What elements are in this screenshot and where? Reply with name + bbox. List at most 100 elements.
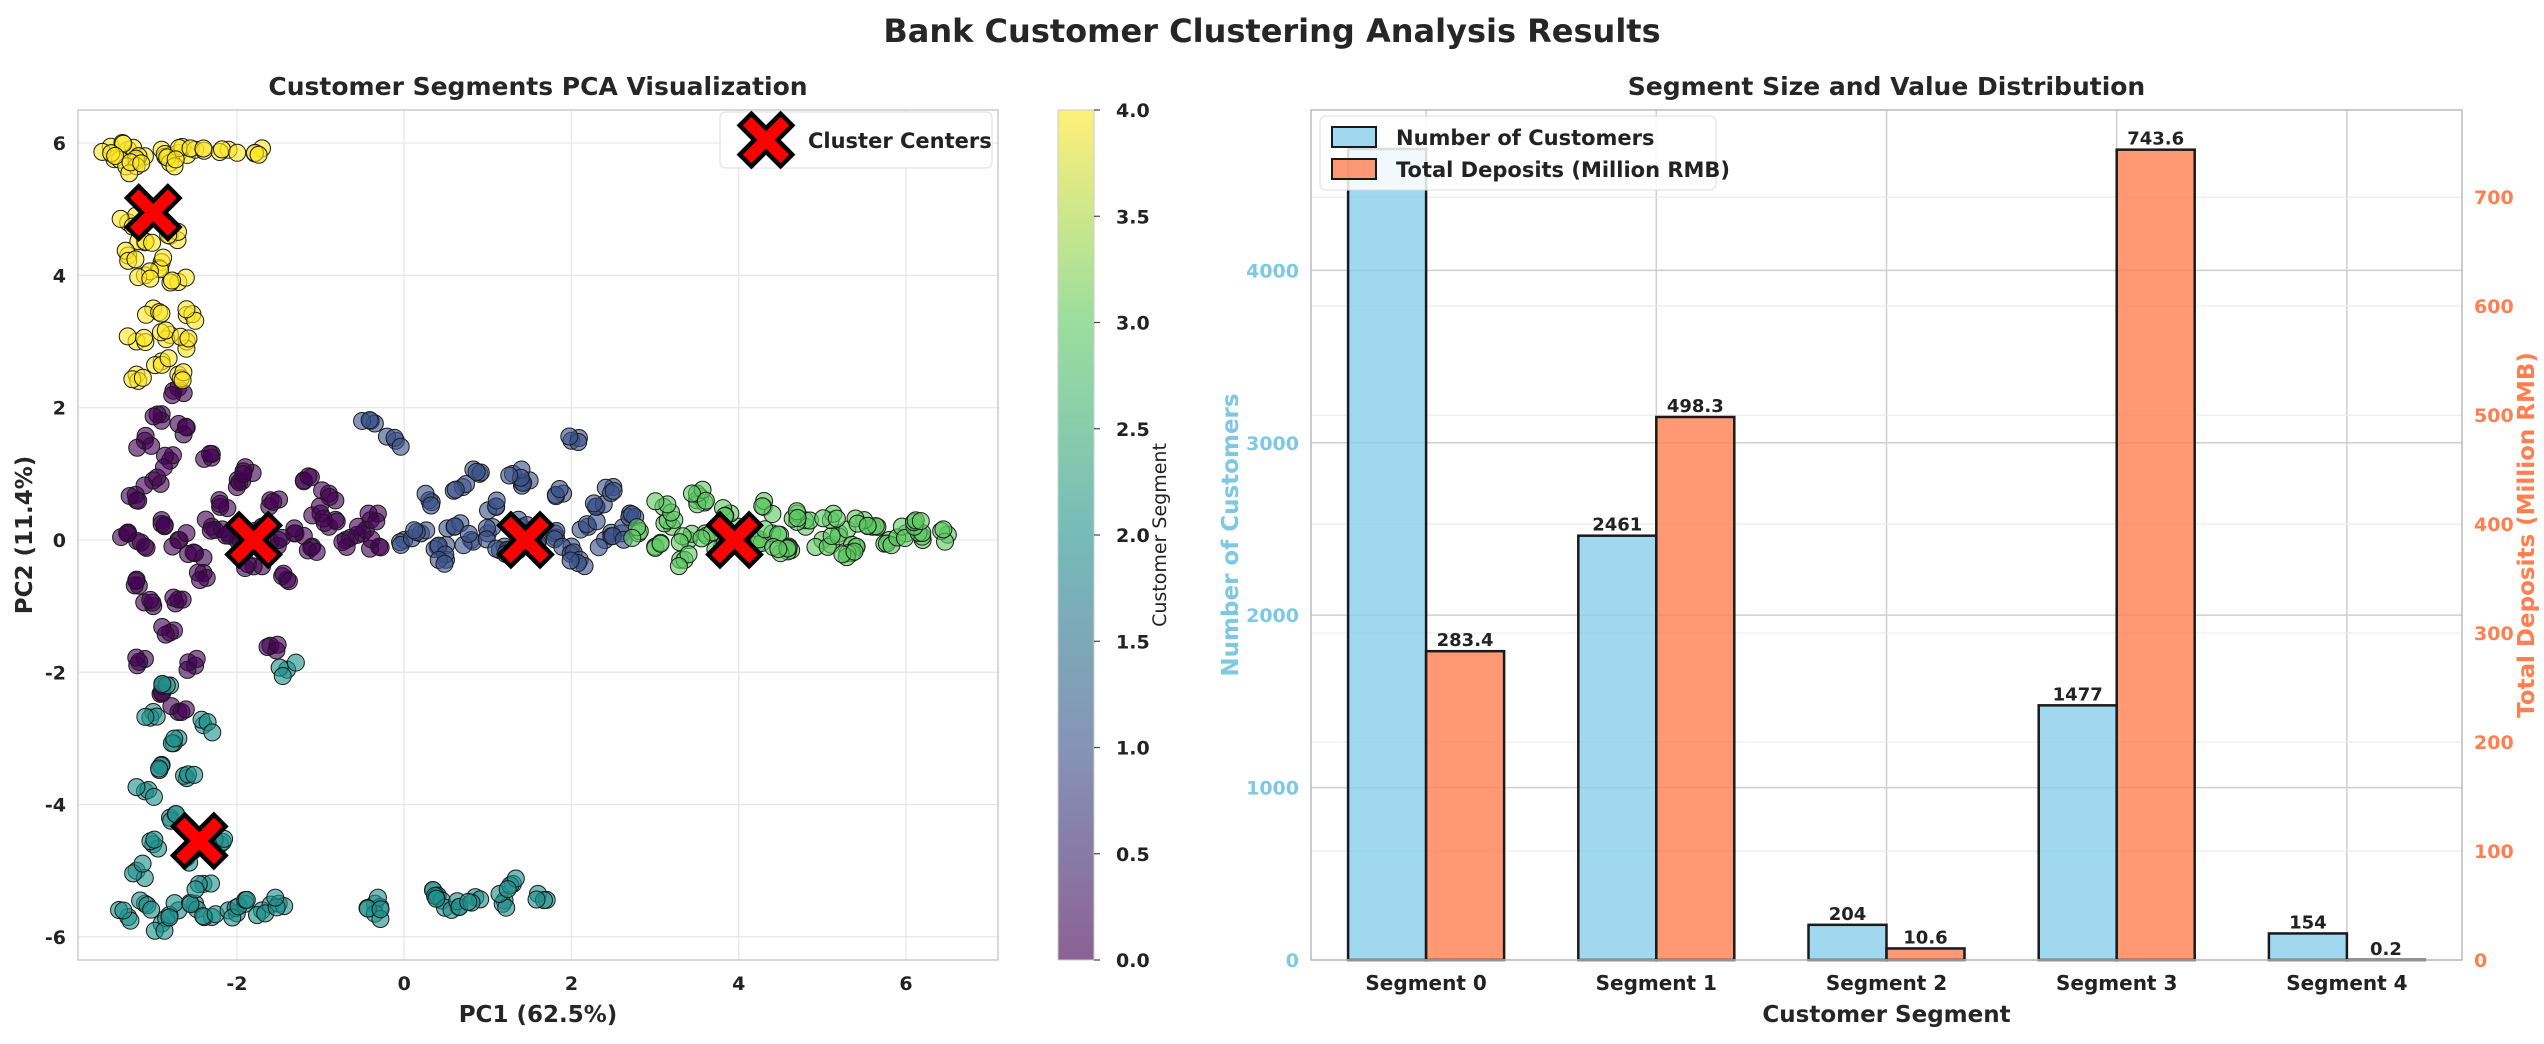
scatter-point	[500, 466, 519, 485]
scatter-point	[173, 371, 192, 390]
scatter-point	[445, 517, 464, 536]
scatter-point	[145, 830, 164, 849]
x-tick-label: 2	[565, 973, 578, 995]
bar-y-axis-label-right: Total Deposits (Million RMB)	[2514, 352, 2540, 718]
figure-title: Bank Customer Clustering Analysis Result…	[883, 12, 1661, 50]
scatter-point	[186, 880, 205, 899]
scatter-point	[679, 545, 698, 564]
scatter-point	[692, 529, 711, 548]
scatter-point	[646, 492, 665, 511]
scatter-point	[118, 327, 137, 346]
scatter-point	[187, 649, 206, 668]
bar-legend: Number of Customers Total Deposits (Milli…	[1319, 115, 1730, 191]
y-tick-label-right: 0	[2474, 950, 2487, 972]
scatter-point	[166, 150, 185, 169]
scatter-point	[237, 890, 256, 909]
scatter-point	[120, 487, 139, 506]
scatter-point	[769, 540, 788, 559]
scatter-point	[527, 890, 546, 909]
scatter-point	[127, 571, 146, 590]
scatter-point	[127, 648, 146, 667]
scatter-title: Customer Segments PCA Visualization	[268, 72, 807, 101]
bar-customers-4	[2267, 932, 2349, 962]
cluster-center-marker	[169, 811, 229, 871]
y-tick-label: 6	[53, 133, 66, 155]
bar-label-deposits: 498.3	[1667, 396, 1724, 417]
y-tick-label-left: 3000	[1246, 433, 1299, 455]
legend-label-cluster-centers: Cluster Centers	[808, 129, 992, 153]
scatter-point	[371, 900, 390, 919]
scatter-point	[228, 143, 247, 162]
scatter-point	[211, 494, 230, 513]
bar-deposits-2	[1885, 947, 1966, 962]
scatter-point	[427, 889, 446, 908]
scatter-point	[135, 328, 154, 347]
cluster-center-fill	[742, 116, 790, 164]
scatter-point	[307, 542, 326, 561]
scatter-point	[141, 269, 160, 288]
scatter-frame	[77, 109, 999, 961]
x-tick-label: -2	[226, 973, 247, 995]
scatter-point	[934, 520, 953, 539]
bar-title: Segment Size and Value Distribution	[1628, 72, 2145, 101]
x-tick-label: 6	[899, 973, 912, 995]
scatter-point	[604, 481, 623, 500]
pca-scatter-chart: -2 0 2 4 6 -6 -4 -2 0 2 4 6 Customer Segments PCA Vi…	[12, 72, 999, 1028]
bar-frame	[1310, 109, 2463, 961]
scatter-point	[153, 674, 172, 693]
scatter-point	[249, 145, 268, 164]
bar-label-customers: 154	[2289, 912, 2327, 933]
colorbar-tick-label: 0.5	[1116, 844, 1150, 866]
cluster-center-fill	[230, 516, 277, 564]
scatter-point	[177, 524, 196, 543]
scatter-point	[154, 458, 173, 477]
legend-swatch-deposits	[1331, 158, 1377, 180]
scatter-point	[133, 854, 152, 873]
scatter-point	[177, 300, 196, 319]
cluster-center-fill	[502, 516, 549, 564]
legend-swatch-customers	[1331, 126, 1377, 148]
scatter-point	[143, 233, 162, 252]
scatter-series-segment-2	[110, 653, 556, 940]
scatter-point	[141, 590, 160, 609]
colorbar-tick-label: 1.5	[1116, 631, 1150, 653]
bar-label-customers: 2461	[1592, 515, 1642, 536]
scatter-point	[651, 534, 670, 553]
scatter-point	[163, 271, 182, 290]
colorbar-tick-label: 2.0	[1116, 525, 1150, 547]
scatter-point	[127, 778, 146, 797]
scatter-point	[201, 444, 220, 463]
scatter-point	[155, 516, 174, 535]
y-tick-label: 4	[53, 265, 66, 287]
scatter-point	[176, 700, 195, 719]
scatter-point	[279, 572, 298, 591]
legend-label-customers: Number of Customers	[1396, 126, 1655, 150]
scatter-point	[153, 618, 172, 637]
scatter-point	[163, 537, 182, 556]
scatter-point	[446, 480, 465, 499]
scatter-point	[367, 512, 386, 531]
cluster-center-fill	[176, 817, 223, 865]
scatter-point	[858, 516, 877, 535]
scatter-point	[184, 543, 203, 562]
y-tick-label: 0	[53, 530, 66, 552]
scatter-point	[285, 519, 304, 538]
scatter-point	[827, 509, 846, 528]
scatter-point	[144, 787, 163, 806]
scatter-point	[286, 653, 305, 672]
scatter-point	[459, 892, 478, 911]
colorbar-tick-label: 1.0	[1116, 738, 1150, 760]
bar-customers-3	[2037, 704, 2118, 962]
colorbar-gradient	[1057, 109, 1095, 961]
scatter-point	[133, 368, 152, 387]
x-tick-label: Segment 1	[1596, 971, 1717, 995]
scatter-point	[669, 557, 688, 576]
scatter-legend: Cluster Centers	[719, 110, 993, 170]
scatter-point	[144, 407, 163, 426]
x-tick-label: 4	[732, 973, 745, 995]
scatter-point	[333, 533, 352, 552]
scatter-point	[152, 304, 171, 323]
scatter-point	[320, 487, 339, 506]
y-tick-label-left: 2000	[1246, 605, 1299, 627]
scatter-point	[191, 570, 210, 589]
